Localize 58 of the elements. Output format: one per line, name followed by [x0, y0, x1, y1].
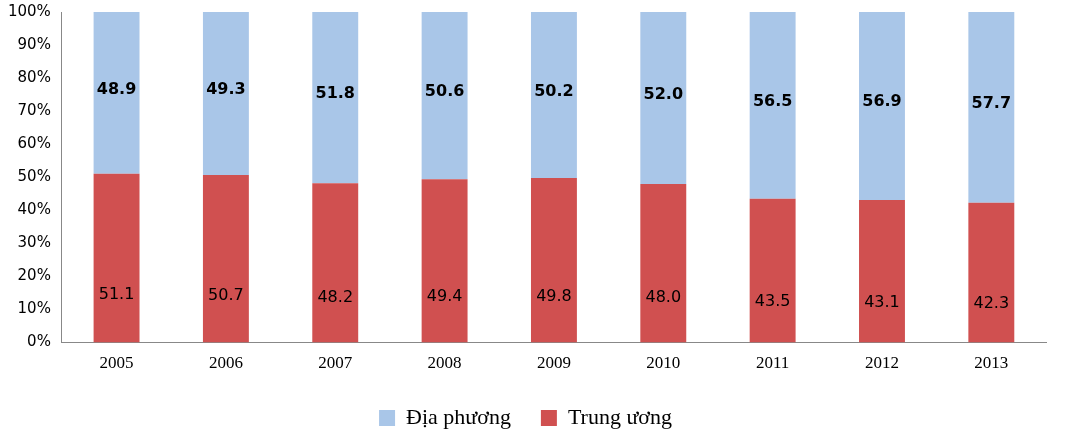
data-label: 43.5 [754, 291, 791, 311]
data-label: 52.0 [643, 83, 684, 103]
data-label: 48.9 [96, 78, 137, 98]
data-label: 50.7 [208, 284, 244, 304]
data-label: 49.4 [426, 286, 463, 306]
bar [530, 12, 577, 178]
data-label: 43.1 [864, 291, 900, 311]
bar [530, 177, 577, 343]
x-tick-label: 2010 [646, 353, 681, 373]
bar [202, 174, 249, 343]
bar [421, 12, 468, 180]
bar [859, 200, 905, 343]
bar [968, 202, 1015, 343]
bar [749, 12, 796, 199]
data-label: 56.9 [862, 91, 902, 111]
x-tick-label: 2007 [318, 353, 353, 373]
data-label: 51.8 [315, 83, 355, 103]
data-label: 50.2 [534, 80, 574, 100]
y-tick-label: 100% [7, 1, 51, 20]
x-tick-label: 2008 [427, 353, 462, 373]
data-label: 48.2 [317, 287, 354, 307]
data-label: 49.8 [536, 285, 572, 305]
data-label: 57.7 [971, 92, 1012, 112]
y-tick-label: 30% [17, 233, 51, 252]
y-tick-label: 40% [17, 200, 51, 219]
x-tick-label: 2012 [864, 353, 899, 373]
data-label: 49.3 [206, 79, 246, 99]
bar [93, 12, 140, 174]
y-tick-label: 50% [17, 167, 51, 186]
y-tick-label: 60% [17, 134, 51, 153]
y-tick-label: 70% [17, 101, 51, 120]
bar [640, 12, 687, 184]
x-tick-label: 2006 [208, 353, 243, 373]
bar [93, 173, 140, 343]
legend-label: Địa phương [406, 403, 511, 429]
data-label: 56.5 [752, 90, 793, 110]
y-tick-label: 10% [17, 299, 51, 318]
bar [202, 12, 249, 175]
y-tick-label: 0% [27, 332, 51, 351]
y-tick-label: 80% [17, 68, 51, 87]
bar [859, 12, 905, 201]
data-label: 50.6 [424, 81, 465, 101]
bar [312, 12, 359, 184]
x-tick-label: 2013 [974, 353, 1009, 373]
x-tick-label: 2009 [536, 353, 571, 373]
x-tick-label: 2011 [755, 353, 790, 373]
bar [421, 179, 468, 343]
legend-label: Trung ương [567, 403, 672, 429]
bar [968, 12, 1015, 203]
y-tick-label: 90% [17, 34, 51, 53]
data-label: 51.1 [98, 284, 135, 304]
y-tick-label: 20% [17, 266, 51, 285]
bar [640, 183, 687, 343]
x-tick-label: 2005 [99, 353, 134, 373]
bar [749, 198, 796, 343]
data-label: 42.3 [973, 292, 1010, 312]
bar [312, 183, 359, 343]
data-label: 48.0 [645, 287, 682, 307]
